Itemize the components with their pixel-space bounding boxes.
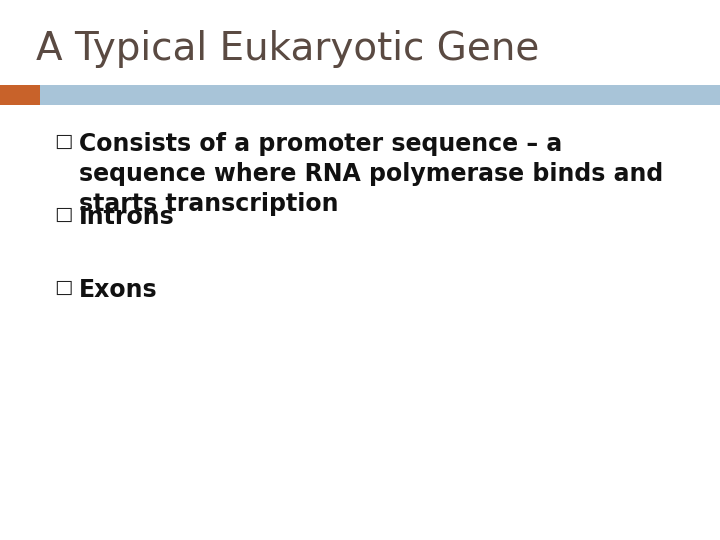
Bar — [40, 85, 720, 105]
Bar — [0, 85, 40, 105]
Text: □: □ — [54, 278, 73, 297]
Text: Consists of a promoter sequence – a
sequence where RNA polymerase binds and
star: Consists of a promoter sequence – a sequ… — [79, 132, 663, 215]
Text: □: □ — [54, 132, 73, 151]
Text: Introns: Introns — [79, 205, 175, 229]
Text: A Typical Eukaryotic Gene: A Typical Eukaryotic Gene — [36, 30, 539, 68]
Text: Exons: Exons — [79, 278, 158, 302]
Text: □: □ — [54, 205, 73, 224]
